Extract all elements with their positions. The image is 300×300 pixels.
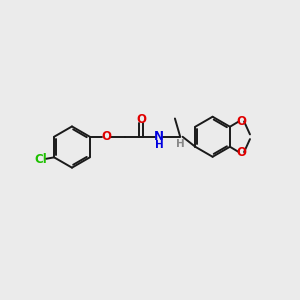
Text: Cl: Cl <box>34 153 47 166</box>
Text: H: H <box>176 139 184 149</box>
Text: O: O <box>136 113 146 126</box>
Text: O: O <box>236 146 246 159</box>
Text: O: O <box>236 115 246 128</box>
Text: H: H <box>154 140 164 150</box>
Text: O: O <box>101 130 111 143</box>
Text: N: N <box>154 130 164 143</box>
